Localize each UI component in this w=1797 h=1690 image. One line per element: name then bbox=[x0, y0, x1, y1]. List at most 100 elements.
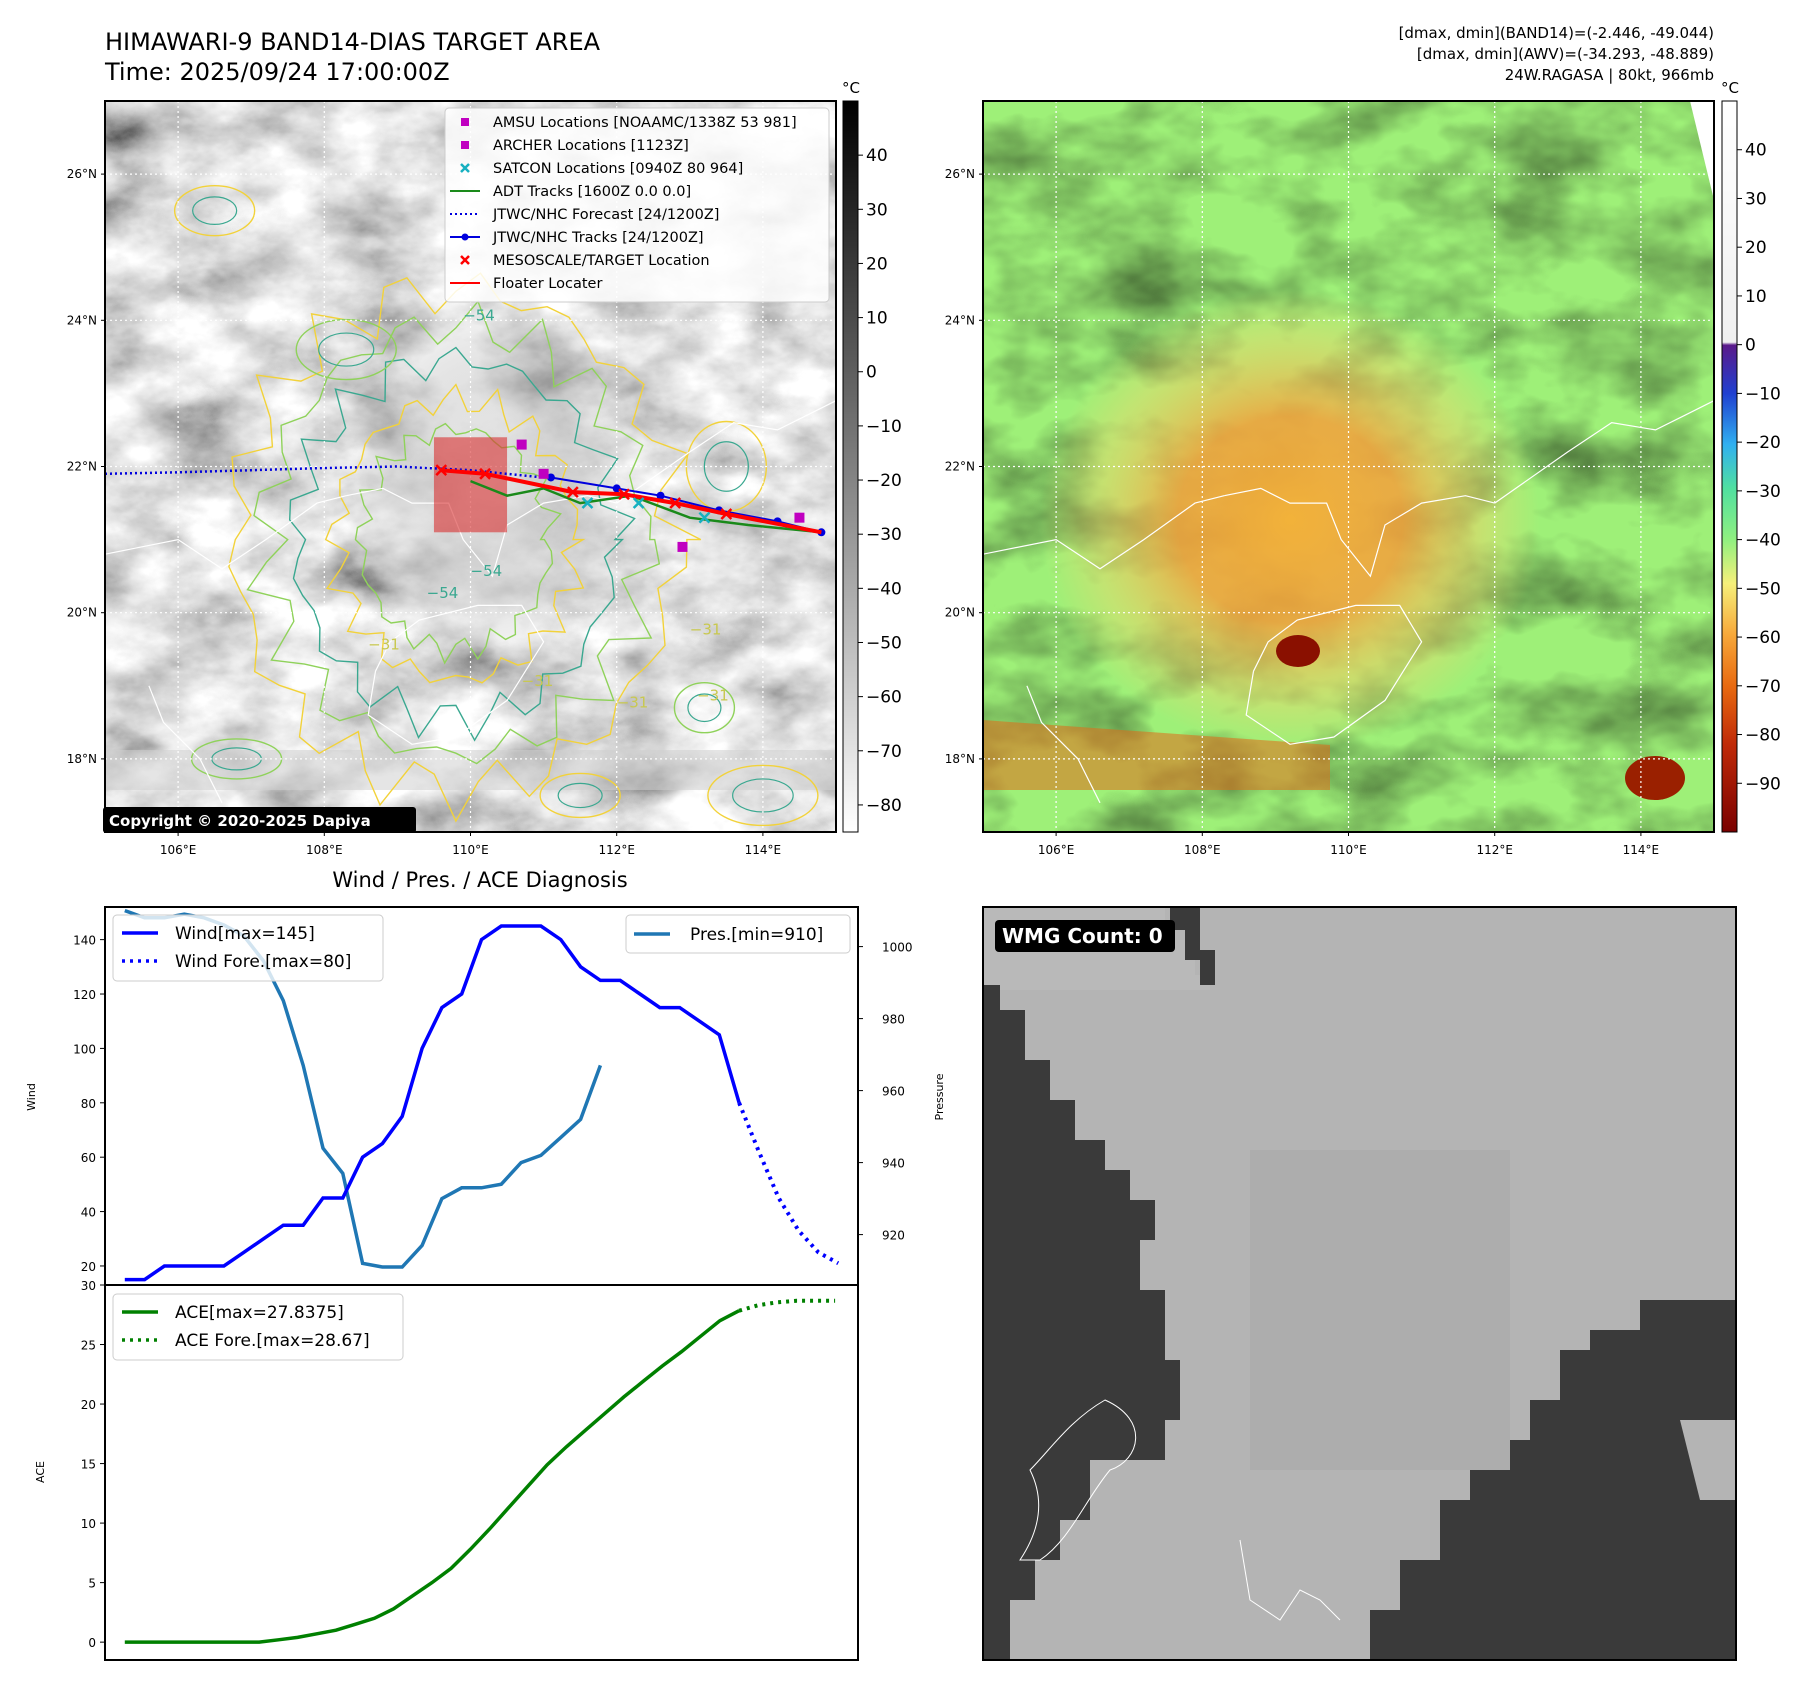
coastline-segment-2 bbox=[1245, 604, 1423, 745]
ace-axis-label: ACE bbox=[34, 1461, 47, 1483]
pressure-tick-label: 1000 bbox=[882, 941, 913, 955]
pressure-legend: Pres.[min=910] bbox=[625, 914, 851, 954]
wind-tick-label: 140 bbox=[73, 934, 96, 948]
ir-legend-item: JTWC/NHC Tracks [24/1200Z] bbox=[450, 230, 704, 246]
jtwc-track-point bbox=[656, 491, 665, 500]
wind-tick-label: 100 bbox=[73, 1042, 96, 1056]
satcon-location-marker bbox=[632, 497, 645, 509]
ace-line bbox=[124, 1309, 740, 1644]
ir-map-panel: −54 −54 −31 −31 −31 −31 −31 −54 106°E 108°E 110°E… bbox=[67, 79, 902, 857]
colorbar-tick-label: −70 bbox=[1745, 677, 1781, 697]
wind-tick-label: 120 bbox=[73, 988, 96, 1002]
colorbar-tick-label: −70 bbox=[866, 742, 902, 762]
ace-legend-item: ACE Fore.[max=28.67] bbox=[122, 1331, 370, 1351]
contour-ring-3 bbox=[324, 383, 586, 684]
ace-chart: ACE 0 5 10 15 20 25 30 ACE[max=27.8375] ACE For… bbox=[34, 1279, 859, 1661]
colorbar-tick-label: −60 bbox=[866, 688, 902, 708]
colorbar-tick-label: 10 bbox=[866, 309, 888, 329]
colorbar-tick-label: −30 bbox=[866, 525, 902, 545]
awv-colorbar-unit: °C bbox=[1721, 79, 1739, 97]
colorbar-tick-label: −10 bbox=[1745, 384, 1781, 404]
lon-tick-label: 112°E bbox=[598, 843, 635, 857]
coastline-segment-1 bbox=[346, 487, 617, 578]
ir-legend: AMSU Locations [NOAAMC/1338Z 53 981] ARCH… bbox=[444, 107, 830, 303]
awv-dry-spot-se bbox=[1625, 756, 1685, 800]
ace-legend-box bbox=[112, 1293, 404, 1361]
ir-legend-item: Floater Locater bbox=[450, 276, 602, 292]
awv-axis-ticks: 106°E 108°E 110°E 112°E 114°E 26°N 24°N 22°N 20°… bbox=[945, 167, 1659, 857]
ir-tracks bbox=[105, 437, 826, 552]
diagnosis-title: Wind / Pres. / ACE Diagnosis bbox=[332, 868, 627, 892]
pressure-y-ticks: 920 940 960 980 1000 bbox=[858, 941, 913, 1243]
target-location-marker bbox=[479, 467, 492, 480]
colorbar-tick-label: −80 bbox=[866, 796, 902, 816]
ir-legend-label: JTWC/NHC Forecast [24/1200Z] bbox=[492, 207, 719, 223]
wind-tick-label: 80 bbox=[81, 1097, 96, 1111]
wmg-coastline bbox=[1019, 1399, 1137, 1561]
ir-contour-labels: −54 −54 −31 −31 −31 −31 −31 −54 bbox=[368, 306, 729, 711]
ir-colorbar-ticks: 40 30 20 10 0 −10 −20 −30 −40 −50 −60 −70 −80 bbox=[858, 146, 902, 816]
contour-label: −31 bbox=[697, 686, 729, 704]
wind-pressure-chart: Wind / Pres. / ACE Diagnosis Wind Pressu… bbox=[25, 868, 946, 1286]
lon-tick-label: 110°E bbox=[452, 843, 489, 857]
pressure-tick-label: 940 bbox=[882, 1157, 905, 1171]
colorbar-tick-label: −30 bbox=[1745, 482, 1781, 502]
wind-tick-label: 60 bbox=[81, 1151, 96, 1165]
lat-tick-label: 22°N bbox=[945, 460, 975, 474]
contour-ring-0 bbox=[228, 272, 702, 823]
colorbar-tick-label: 30 bbox=[866, 200, 888, 220]
info-storm-summary: 24W.RAGASA | 80kt, 966mb bbox=[1505, 66, 1714, 84]
contour-label: −31 bbox=[690, 621, 722, 639]
wind-legend-label: Wind Fore.[max=80] bbox=[175, 952, 351, 972]
colorbar-tick-label: 40 bbox=[866, 146, 888, 166]
lat-tick-label: 24°N bbox=[945, 313, 975, 327]
lat-tick-label: 20°N bbox=[945, 606, 975, 620]
contour-blob-1 bbox=[295, 318, 397, 381]
contour-blob-0 bbox=[173, 184, 256, 237]
awv-nodata-corner bbox=[1690, 101, 1714, 200]
coastline-segment-3 bbox=[105, 495, 347, 570]
satcon-location-marker bbox=[698, 511, 711, 524]
archer-location-marker bbox=[677, 541, 688, 552]
awv-gridlines bbox=[983, 101, 1714, 832]
lat-tick-label: 18°N bbox=[945, 752, 975, 766]
wind-legend: Wind[max=145] Wind Fore.[max=80] bbox=[112, 914, 384, 982]
awv-map-panel: 106°E 108°E 110°E 112°E 114°E26°N24°N22°N20°… bbox=[945, 79, 1781, 857]
ace-tick-label: 20 bbox=[81, 1398, 96, 1412]
coastline-segment-1 bbox=[1224, 487, 1495, 578]
colorbar-tick-label: 30 bbox=[1745, 189, 1767, 209]
ir-legend-item: SATCON Locations [0940Z 80 964] bbox=[460, 161, 743, 177]
info-band14-range: [dmax, dmin](BAND14)=(-2.446, -49.044) bbox=[1399, 24, 1714, 42]
colorbar-tick-label: −40 bbox=[1745, 531, 1781, 551]
wmg-frame bbox=[982, 906, 1737, 1661]
legend-x-swatch bbox=[460, 163, 470, 173]
colorbar-tick-label: 20 bbox=[866, 254, 888, 274]
target-location-marker bbox=[618, 488, 630, 501]
contour-blob-6 bbox=[539, 772, 621, 819]
legend-square-swatch bbox=[461, 118, 469, 126]
colorbar-tick-label: 20 bbox=[1745, 238, 1767, 258]
copyright-text: Copyright © 2020-2025 Dapiya bbox=[109, 812, 371, 830]
ace-tick-label: 5 bbox=[88, 1577, 96, 1591]
lat-tick-label: 18°N bbox=[67, 752, 97, 766]
pressure-tick-label: 980 bbox=[882, 1013, 905, 1027]
wind-legend-item: Wind Fore.[max=80] bbox=[122, 952, 351, 972]
lon-tick-label: 108°E bbox=[306, 843, 343, 857]
wmg-count-badge: WMG Count: 0 bbox=[1002, 924, 1163, 948]
jtwc-forecast-line bbox=[105, 465, 544, 479]
contour-blob-inner-1 bbox=[318, 332, 375, 367]
ace-legend-label: ACE Fore.[max=28.67] bbox=[175, 1331, 370, 1351]
amsu-location-marker bbox=[794, 512, 805, 523]
contour-label: −31 bbox=[368, 635, 400, 653]
copyright-box bbox=[103, 807, 416, 833]
wind-forecast-line bbox=[737, 1102, 840, 1265]
target-location-marker bbox=[435, 464, 448, 477]
legend-square-swatch bbox=[461, 141, 469, 149]
target-location-marker bbox=[566, 486, 579, 498]
lon-tick-label: 110°E bbox=[1330, 843, 1367, 857]
colorbar-tick-label: −20 bbox=[866, 471, 902, 491]
lat-tick-label: 26°N bbox=[945, 167, 975, 181]
awv-colorbar-ticks: 40 30 20 10 0 −10 −20 −30 −40 −50 −60 −70 −80 −90 bbox=[1737, 141, 1781, 794]
colorbar-tick-label: −50 bbox=[866, 633, 902, 653]
ace-tick-label: 10 bbox=[81, 1517, 96, 1531]
